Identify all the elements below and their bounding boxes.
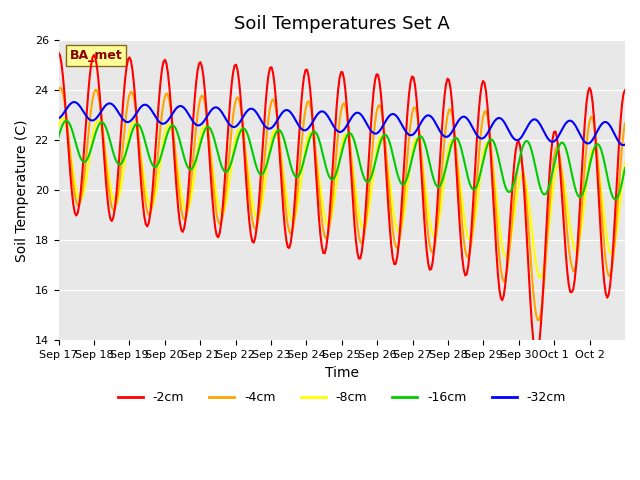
Text: BA_met: BA_met [70, 49, 123, 62]
Y-axis label: Soil Temperature (C): Soil Temperature (C) [15, 119, 29, 262]
X-axis label: Time: Time [324, 366, 359, 380]
Title: Soil Temperatures Set A: Soil Temperatures Set A [234, 15, 450, 33]
Legend: -2cm, -4cm, -8cm, -16cm, -32cm: -2cm, -4cm, -8cm, -16cm, -32cm [113, 386, 571, 409]
